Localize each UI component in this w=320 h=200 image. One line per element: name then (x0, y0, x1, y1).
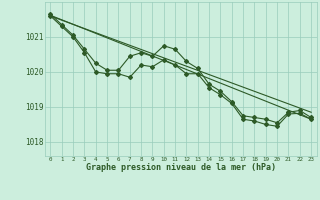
X-axis label: Graphe pression niveau de la mer (hPa): Graphe pression niveau de la mer (hPa) (86, 163, 276, 172)
